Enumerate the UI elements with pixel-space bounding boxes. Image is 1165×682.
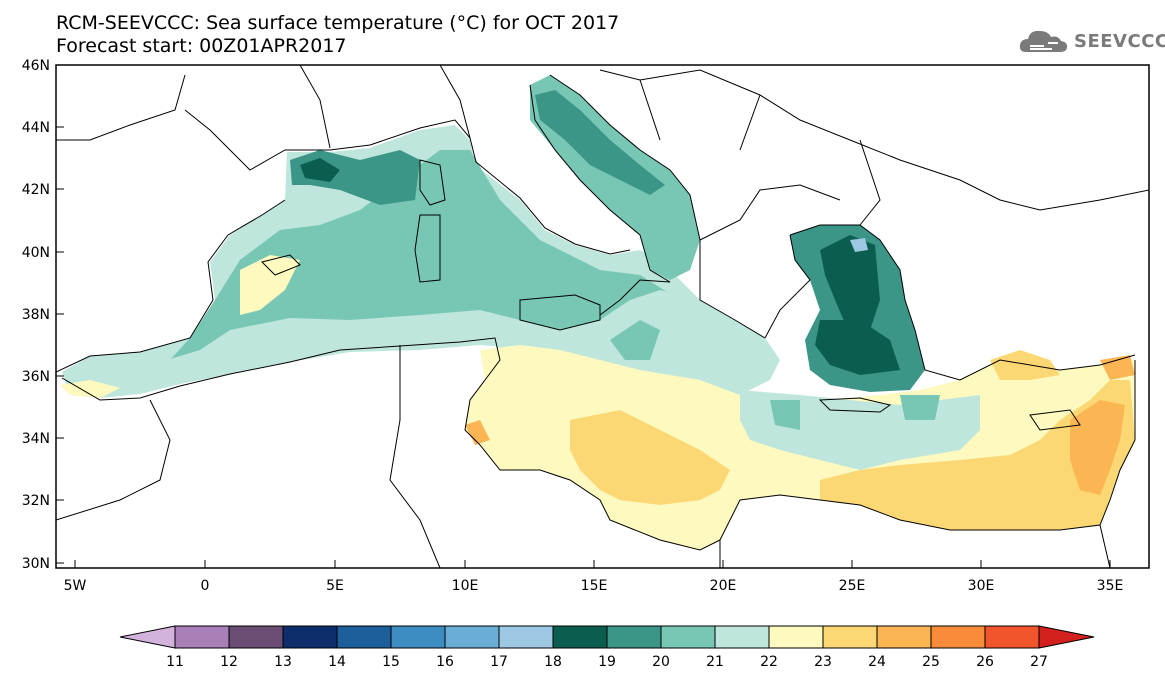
colorbar-label: 16: [436, 654, 454, 670]
seevccc-logo: SEEVCCC: [1018, 26, 1165, 56]
map-frame: [55, 64, 1150, 569]
sst-region: [1100, 355, 1135, 380]
sst-region: [300, 158, 340, 182]
sst-region: [850, 238, 868, 252]
colorbar-triangle-low: [119, 625, 176, 649]
sst-region: [465, 420, 490, 445]
colorbar-swatch: [282, 625, 338, 649]
lat-label: 40N: [22, 245, 50, 261]
colorbar-label: 13: [274, 654, 292, 670]
colorbar-label: 11: [166, 654, 184, 670]
colorbar-label: 17: [490, 654, 508, 670]
colorbar-swatch: [336, 625, 392, 649]
colorbar-label: 14: [328, 654, 346, 670]
map-title: RCM-SEEVCCC: Sea surface temperature (°C…: [56, 12, 620, 34]
colorbar-label: 24: [868, 654, 886, 670]
sst-region: [170, 150, 740, 370]
colorbar-label: 25: [922, 654, 940, 670]
longitude-axis: 5W 0 5E 10E 15E 20E 25E 30E 35E: [64, 560, 1124, 594]
sst-region: [900, 395, 940, 420]
sst-region: [610, 320, 660, 360]
colorbar-swatch: [606, 625, 662, 649]
colorbar-swatch: [822, 625, 878, 649]
sst-region: [990, 350, 1060, 380]
logo-text: SEEVCCC: [1074, 30, 1165, 52]
lat-label: 34N: [22, 431, 50, 447]
lon-label: 5E: [326, 578, 344, 594]
lat-label: 36N: [22, 369, 50, 385]
forecast-start-subtitle: Forecast start: 00Z01APR2017: [56, 35, 347, 57]
colorbar-swatch: [228, 625, 284, 649]
colorbar-swatch: [876, 625, 932, 649]
colorbar-label: 21: [706, 654, 724, 670]
lon-label: 15E: [581, 578, 608, 594]
sst-region: [570, 410, 730, 505]
sst-region: [770, 400, 800, 430]
colorbar-swatch: [174, 625, 230, 649]
sst-region: [70, 310, 620, 398]
colorbar-swatch: [390, 625, 446, 649]
colorbar-swatch: [552, 625, 608, 649]
lon-label: 25E: [839, 578, 866, 594]
coastlines: [56, 65, 1149, 568]
colorbar-swatch: [768, 625, 824, 649]
lon-label: 20E: [710, 578, 737, 594]
colorbar-triangle-high: [1038, 625, 1095, 649]
colorbar-swatch: [714, 625, 770, 649]
lat-label: 46N: [22, 58, 50, 74]
colorbar-label: 15: [382, 654, 400, 670]
lat-label: 38N: [22, 307, 50, 323]
lon-label: 0: [201, 578, 210, 594]
lon-label: 35E: [1097, 578, 1124, 594]
sst-region: [1070, 400, 1125, 495]
sst-region: [240, 255, 300, 315]
colorbar-label: 22: [760, 654, 778, 670]
cloud-icon: [1019, 30, 1068, 52]
colorbar-label: 27: [1030, 654, 1048, 670]
colorbar-label: 23: [814, 654, 832, 670]
colorbar-label: 20: [652, 654, 670, 670]
sst-region: [820, 235, 880, 335]
lon-label: 10E: [452, 578, 479, 594]
colorbar-label: 26: [976, 654, 994, 670]
sst-region: [820, 380, 1135, 530]
colorbar-swatch: [930, 625, 986, 649]
lat-label: 42N: [22, 182, 50, 198]
colorbar-swatch: [444, 625, 500, 649]
sea-surface-field: [60, 75, 1135, 550]
colorbar: 11 12 13 14 15 16 17 18 19 20 21 22 23 24 25 26 27: [119, 625, 1095, 670]
lon-label: 5W: [64, 578, 87, 594]
sst-region: [535, 90, 665, 195]
colorbar-label: 18: [544, 654, 562, 670]
colorbar-swatch: [660, 625, 716, 649]
colorbar-label: 19: [598, 654, 616, 670]
colorbar-swatch: [498, 625, 554, 649]
sst-region: [60, 380, 120, 398]
lon-label: 30E: [968, 578, 995, 594]
colorbar-label: 12: [220, 654, 238, 670]
colorbar-swatch: [984, 625, 1040, 649]
sst-region: [815, 320, 900, 375]
lat-label: 30N: [22, 556, 50, 572]
lat-label: 44N: [22, 120, 50, 136]
latitude-axis: 46N 44N 42N 40N 38N 36N 34N 32N 30N: [22, 58, 64, 572]
lat-label: 32N: [22, 493, 50, 509]
